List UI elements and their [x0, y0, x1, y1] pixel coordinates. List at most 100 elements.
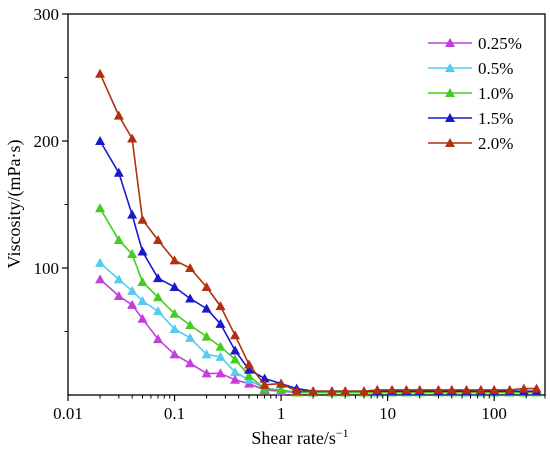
data-point	[185, 332, 196, 342]
data-point	[153, 306, 164, 316]
data-point	[137, 313, 148, 323]
data-point	[308, 386, 319, 396]
data-point	[504, 384, 515, 394]
legend-item: 0.5%	[428, 59, 513, 78]
data-point	[414, 384, 425, 394]
y-axis-title: Viscosity/(mPa·s)	[4, 140, 25, 269]
data-point	[153, 235, 164, 245]
data-point	[215, 368, 226, 378]
data-point	[137, 214, 148, 224]
data-point	[401, 384, 412, 394]
y-tick-label: 300	[34, 5, 60, 24]
data-point	[244, 370, 255, 380]
series-line	[99, 140, 537, 393]
legend-label: 2.0%	[478, 134, 513, 153]
data-point	[518, 383, 529, 393]
data-point	[185, 293, 196, 303]
x-tick-label: 1	[277, 404, 286, 423]
data-point	[127, 133, 138, 143]
data-point	[244, 359, 255, 369]
legend-label: 0.5%	[478, 59, 513, 78]
data-point	[169, 308, 180, 318]
data-point	[372, 384, 383, 394]
data-point	[276, 384, 287, 394]
data-point	[185, 320, 196, 330]
data-point	[153, 334, 164, 344]
data-point	[215, 351, 226, 361]
legend-swatch-marker	[445, 138, 455, 147]
data-point	[215, 301, 226, 311]
series-0	[95, 274, 542, 397]
data-point	[201, 331, 212, 341]
legend-item: 0.25%	[428, 34, 522, 53]
data-point	[433, 384, 444, 394]
data-point	[489, 384, 500, 394]
data-point	[446, 384, 457, 394]
data-point	[113, 110, 124, 120]
plot-area-border	[67, 13, 546, 396]
data-point	[95, 136, 106, 145]
data-point	[531, 383, 542, 393]
legend-swatch-marker	[445, 38, 455, 47]
data-point	[230, 374, 241, 384]
data-point	[113, 290, 124, 300]
legend-swatch-marker	[445, 113, 455, 122]
data-point	[230, 345, 241, 355]
data-point	[169, 255, 180, 265]
data-point	[201, 349, 212, 359]
data-point	[95, 203, 106, 213]
data-point	[291, 386, 302, 396]
data-point	[137, 276, 148, 286]
series-line	[99, 73, 537, 393]
series-2	[95, 203, 542, 397]
data-point	[113, 274, 124, 284]
series-1	[95, 257, 542, 397]
data-point	[340, 386, 351, 396]
data-point	[95, 274, 106, 284]
series-line	[99, 278, 537, 394]
x-tick-label: 100	[481, 404, 507, 423]
data-point	[259, 379, 270, 389]
legend-label: 1.0%	[478, 84, 513, 103]
data-point	[169, 349, 180, 359]
data-point	[153, 292, 164, 302]
y-tick-label: 200	[34, 132, 60, 151]
data-point	[137, 246, 148, 256]
y-tick-label: 100	[34, 259, 60, 278]
data-point	[461, 384, 472, 394]
legend-item: 1.5%	[428, 109, 513, 128]
series-line	[99, 207, 537, 394]
data-point	[326, 386, 337, 396]
data-point	[387, 384, 398, 394]
data-point	[475, 384, 486, 394]
data-point	[201, 368, 212, 378]
x-axis-title: Shear rate/s−1	[251, 426, 348, 448]
legend-swatch-marker	[445, 63, 455, 72]
data-point	[127, 249, 138, 259]
x-axis-title-superscript: −1	[336, 426, 349, 440]
data-point	[230, 330, 241, 340]
data-point	[276, 378, 287, 388]
data-point	[215, 318, 226, 328]
data-point	[169, 282, 180, 292]
x-tick-label: 10	[379, 404, 396, 423]
legend-item: 2.0%	[428, 134, 513, 153]
data-point	[201, 282, 212, 292]
data-point	[185, 263, 196, 272]
data-point	[230, 367, 241, 377]
data-point	[113, 167, 124, 177]
data-point	[113, 235, 124, 245]
data-point	[244, 364, 255, 374]
series-4	[95, 68, 542, 396]
data-point	[127, 209, 138, 219]
x-tick-label: 0.01	[53, 404, 83, 423]
data-point	[95, 257, 106, 267]
x-tick-label: 0.1	[164, 404, 185, 423]
data-point	[201, 303, 212, 313]
legend-item: 1.0%	[428, 84, 513, 103]
data-point	[230, 354, 241, 364]
data-point	[137, 296, 148, 306]
data-point	[127, 285, 138, 295]
data-point	[95, 68, 106, 78]
